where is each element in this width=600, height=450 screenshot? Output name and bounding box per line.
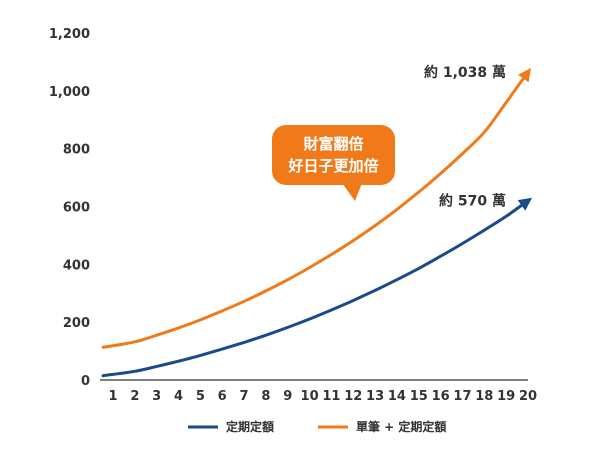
y-axis: 0 200 400 600 800 1,000 1,200 bbox=[49, 27, 90, 389]
x-tick-label: 10 bbox=[301, 389, 319, 404]
x-tick-label: 8 bbox=[261, 389, 270, 404]
series-line bbox=[101, 70, 530, 349]
x-tick-label: 16 bbox=[432, 389, 450, 404]
x-axis: 1 2 3 4 5 6 7 8 9 10 11 12 13 14 15 16 17 18 19 20 bbox=[108, 389, 537, 404]
arrow-head-icon bbox=[518, 67, 531, 83]
x-tick-label: 5 bbox=[196, 389, 205, 404]
x-tick-label: 7 bbox=[240, 389, 249, 404]
arrow-head-icon bbox=[517, 197, 533, 211]
callout-pointer bbox=[342, 183, 362, 201]
callout-text: 好日子更加倍 bbox=[287, 157, 378, 175]
series-end-label: 約 1,038 萬 bbox=[424, 64, 506, 81]
callout-text: 財富翻倍 bbox=[302, 135, 363, 153]
x-tick-label: 11 bbox=[322, 389, 340, 404]
end-labels: 約 570 萬 約 1,038 萬 bbox=[424, 64, 506, 210]
x-tick-label: 18 bbox=[475, 389, 493, 404]
x-tick-label: 3 bbox=[152, 389, 161, 404]
y-tick-label: 1,000 bbox=[49, 85, 90, 100]
x-tick-label: 4 bbox=[174, 389, 183, 404]
y-tick-label: 400 bbox=[63, 258, 90, 273]
x-tick-label: 15 bbox=[410, 389, 428, 404]
x-tick-label: 19 bbox=[497, 389, 515, 404]
x-tick-label: 14 bbox=[388, 389, 406, 404]
legend-label: 單筆 + 定期定額 bbox=[356, 419, 446, 434]
x-tick-label: 2 bbox=[130, 389, 139, 404]
y-tick-label: 600 bbox=[63, 201, 90, 216]
x-tick-label: 1 bbox=[108, 389, 117, 404]
legend-label: 定期定額 bbox=[226, 419, 274, 434]
y-tick-label: 800 bbox=[63, 143, 90, 158]
x-tick-label: 13 bbox=[366, 389, 384, 404]
callout-bubble bbox=[272, 125, 395, 185]
x-tick-label: 6 bbox=[218, 389, 227, 404]
legend: 定期定額 單筆 + 定期定額 bbox=[188, 419, 446, 434]
y-tick-label: 0 bbox=[81, 374, 90, 389]
y-tick-label: 1,200 bbox=[49, 27, 90, 42]
x-tick-label: 12 bbox=[344, 389, 362, 404]
x-tick-label: 20 bbox=[519, 389, 537, 404]
x-tick-label: 9 bbox=[283, 389, 292, 404]
y-tick-label: 200 bbox=[63, 316, 90, 331]
x-tick-label: 17 bbox=[453, 389, 471, 404]
series-line bbox=[101, 199, 530, 378]
series-lines bbox=[101, 67, 533, 378]
series-end-label: 約 570 萬 bbox=[439, 193, 506, 210]
